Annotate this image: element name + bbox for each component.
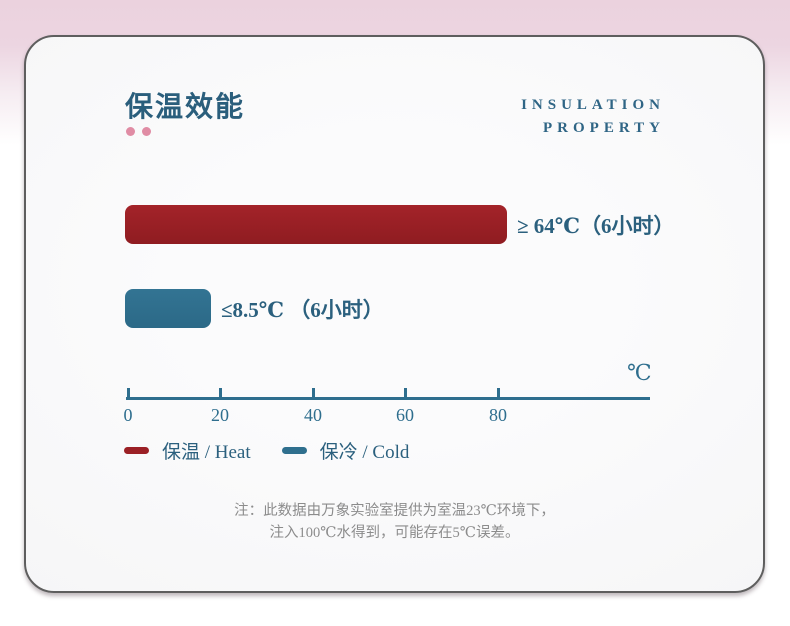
axis-tick — [312, 388, 315, 397]
pink-dot-icon — [142, 127, 151, 136]
axis-tick-label: 0 — [123, 405, 133, 425]
subtitle-english-line2: PROPERTY — [543, 120, 665, 136]
cold-bar — [125, 289, 211, 328]
footnote-line1: 注：此数据由万象实验室提供为室温23℃环境下， — [234, 503, 555, 519]
cold-swatch-icon — [281, 447, 307, 454]
title-accent-dots — [126, 127, 151, 136]
legend-item-heat: 保温 / Heat — [124, 437, 251, 464]
heat-bar-row: ≥ 64℃（6小时） — [125, 205, 674, 244]
heat-bar — [125, 205, 507, 244]
insulation-info-card: 保温效能 INSULATION PROPERTY ≥ 64℃（6小时） ≤8.5… — [24, 35, 765, 593]
axis-tick — [404, 388, 407, 397]
axis-unit-label: ℃ — [627, 360, 652, 385]
axis-tick — [127, 388, 130, 397]
cold-value-label: ≤8.5℃ （6小时） — [221, 297, 384, 322]
axis-line: 0 20 40 60 80 — [124, 388, 650, 425]
legend-label-cold: 保冷 / Cold — [319, 442, 410, 463]
heat-swatch-icon — [124, 447, 149, 454]
axis-tick-label: 60 — [396, 405, 414, 425]
subtitle-english: INSULATION PROPERTY — [521, 94, 665, 140]
legend-item-cold: 保冷 / Cold — [281, 437, 410, 464]
axis-tick — [219, 388, 222, 397]
legend-label-heat: 保温 / Heat — [162, 442, 251, 463]
axis-tick-label: 80 — [489, 405, 507, 425]
footnote: 注：此数据由万象实验室提供为室温23℃环境下， 注入100℃水得到，可能存在5℃… — [26, 500, 763, 544]
cold-bar-row: ≤8.5℃ （6小时） — [125, 289, 384, 328]
footnote-line2: 注入100℃水得到，可能存在5℃误差。 — [269, 525, 520, 541]
legend: 保温 / Heat 保冷 / Cold — [124, 437, 409, 464]
subtitle-english-line1: INSULATION — [521, 97, 665, 113]
pink-dot-icon — [126, 127, 135, 136]
axis-tick-label: 20 — [211, 405, 229, 425]
axis-tick — [497, 388, 500, 397]
page-title: 保温效能 — [125, 92, 246, 123]
axis-tick-label: 40 — [304, 405, 322, 425]
heat-value-label: ≥ 64℃（6小时） — [517, 213, 675, 238]
